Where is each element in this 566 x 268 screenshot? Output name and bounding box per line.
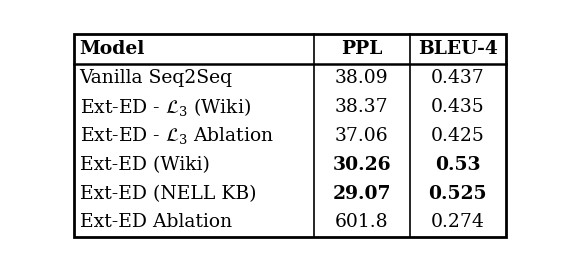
Text: Vanilla Seq2Seq: Vanilla Seq2Seq bbox=[79, 69, 233, 87]
Text: Ext-ED Ablation: Ext-ED Ablation bbox=[79, 213, 231, 232]
Text: Model: Model bbox=[79, 40, 145, 58]
Text: 0.525: 0.525 bbox=[428, 185, 487, 203]
Text: 0.274: 0.274 bbox=[431, 213, 484, 232]
Text: PPL: PPL bbox=[341, 40, 383, 58]
Text: 30.26: 30.26 bbox=[332, 156, 391, 174]
Text: BLEU-4: BLEU-4 bbox=[418, 40, 498, 58]
Text: Ext-ED - $\mathcal{L}_3$ Ablation: Ext-ED - $\mathcal{L}_3$ Ablation bbox=[79, 125, 273, 146]
Text: Ext-ED - $\mathcal{L}_3$ (Wiki): Ext-ED - $\mathcal{L}_3$ (Wiki) bbox=[79, 96, 250, 118]
Text: Ext-ED (Wiki): Ext-ED (Wiki) bbox=[79, 156, 209, 174]
Text: 0.425: 0.425 bbox=[431, 127, 484, 145]
Text: 0.437: 0.437 bbox=[431, 69, 484, 87]
Text: 29.07: 29.07 bbox=[332, 185, 391, 203]
Text: 601.8: 601.8 bbox=[335, 213, 388, 232]
Text: 0.435: 0.435 bbox=[431, 98, 484, 116]
Text: 38.09: 38.09 bbox=[335, 69, 388, 87]
Text: Ext-ED (NELL KB): Ext-ED (NELL KB) bbox=[79, 185, 256, 203]
Text: 37.06: 37.06 bbox=[335, 127, 388, 145]
Text: 38.37: 38.37 bbox=[335, 98, 388, 116]
Text: 0.53: 0.53 bbox=[435, 156, 481, 174]
